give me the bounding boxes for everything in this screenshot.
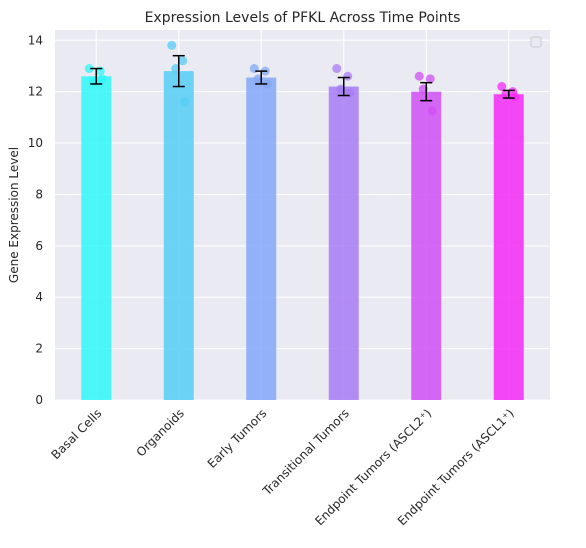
bar [411,91,442,401]
data-point [97,74,107,84]
y-tick-label: 4 [35,290,43,304]
y-axis-label: Gene Expression Level [7,147,21,283]
y-tick-label: 6 [35,239,43,253]
bar [163,71,194,400]
bar [246,77,277,400]
data-point [414,71,424,81]
bar [81,76,112,400]
y-tick-label: 12 [28,85,43,99]
data-point [178,56,188,66]
bar [493,94,524,400]
legend-box [530,36,542,48]
bar [328,86,359,401]
y-tick-label: 10 [28,136,43,150]
y-tick-label: 14 [28,33,43,47]
chart-title: Expression Levels of PFKL Across Time Po… [145,10,461,26]
bars [81,71,524,401]
data-point [180,97,190,107]
y-tick-label: 8 [35,187,43,201]
data-point [343,71,353,81]
data-point [425,74,435,84]
y-tick-label: 0 [35,393,43,407]
x-tick-label: Transitional Tumors [259,406,352,499]
y-tick-label: 2 [35,342,43,356]
plot-background [55,30,550,400]
data-point [84,64,94,74]
x-tick-label: Early Tumors [205,406,270,471]
y-tick-labels: 0 2 4 6 8 10 12 14 [28,33,43,407]
data-point [497,82,507,92]
data-point [510,92,520,102]
error-bars [90,54,515,102]
data-point [332,64,342,74]
data-point [427,106,437,116]
x-tick-labels: Basal Cells Organoids Early TumorsTransiti… [48,406,516,528]
x-tick-label: Organoids [134,406,187,459]
data-point [167,40,177,50]
x-tick-label: Basal Cells [48,406,104,462]
